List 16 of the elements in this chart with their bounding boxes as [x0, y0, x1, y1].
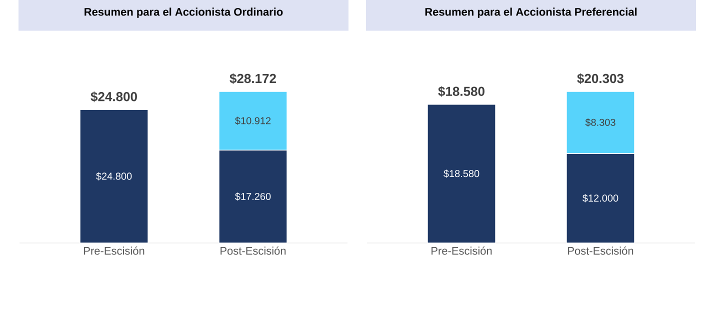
chart-title: Resumen para el Accionista Ordinario: [84, 8, 283, 18]
data-label: $18.580: [444, 170, 480, 178]
data-label: $8.303: [585, 118, 616, 126]
total-label: $18.580: [438, 86, 484, 97]
x-tick-label: Post-Escisión: [220, 246, 286, 255]
data-label: $24.800: [96, 172, 132, 180]
data-label: $17.260: [235, 192, 271, 201]
x-tick-label: Post-Escisión: [568, 246, 634, 255]
x-tick-label: Pre-Escisión: [432, 246, 492, 255]
data-label: $10.912: [235, 116, 271, 125]
chart-title: Resumen para el Accionista Preferencial: [425, 8, 637, 18]
data-label: $12.000: [582, 194, 618, 202]
total-label: $24.800: [90, 91, 137, 102]
total-label: $20.303: [577, 73, 624, 84]
total-label: $28.172: [230, 73, 276, 84]
x-tick-label: Pre-Escisión: [84, 246, 144, 255]
